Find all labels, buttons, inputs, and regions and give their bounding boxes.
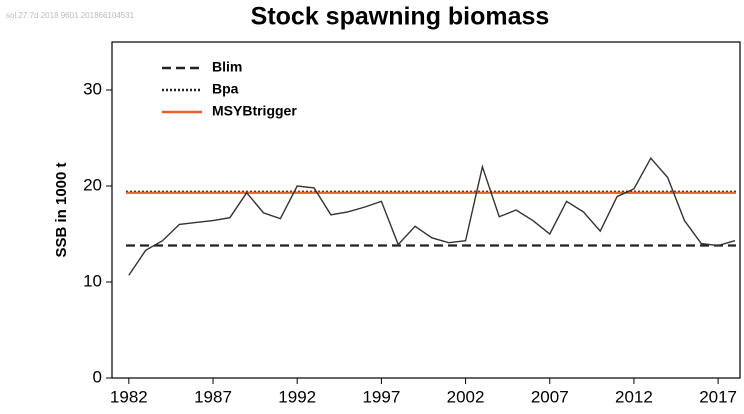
watermark: sol.27.7d 2018 9601 201866104531 <box>6 11 135 20</box>
x-tick-label: 1997 <box>362 387 400 406</box>
legend-label: Bpa <box>212 81 239 97</box>
y-tick-label: 10 <box>83 271 102 290</box>
data-line <box>128 156 736 276</box>
x-tick-label: 2017 <box>699 387 737 406</box>
y-axis-label: SSB in 1000 t <box>53 162 70 257</box>
y-tick-label: 20 <box>83 175 102 194</box>
x-tick-label: 2002 <box>447 387 485 406</box>
y-tick-label: 30 <box>83 79 102 98</box>
x-tick-label: 2007 <box>531 387 569 406</box>
chart-title: Stock spawning biomass <box>251 3 550 31</box>
x-tick-label: 1982 <box>110 387 148 406</box>
x-tick-label: 1992 <box>278 387 316 406</box>
x-tick-label: 1987 <box>194 387 232 406</box>
plot-frame <box>111 41 741 379</box>
legend-label: MSYBtrigger <box>212 103 297 119</box>
legend-label: Blim <box>212 59 242 75</box>
y-tick-label: 0 <box>93 367 102 386</box>
x-tick-label: 2012 <box>615 387 653 406</box>
